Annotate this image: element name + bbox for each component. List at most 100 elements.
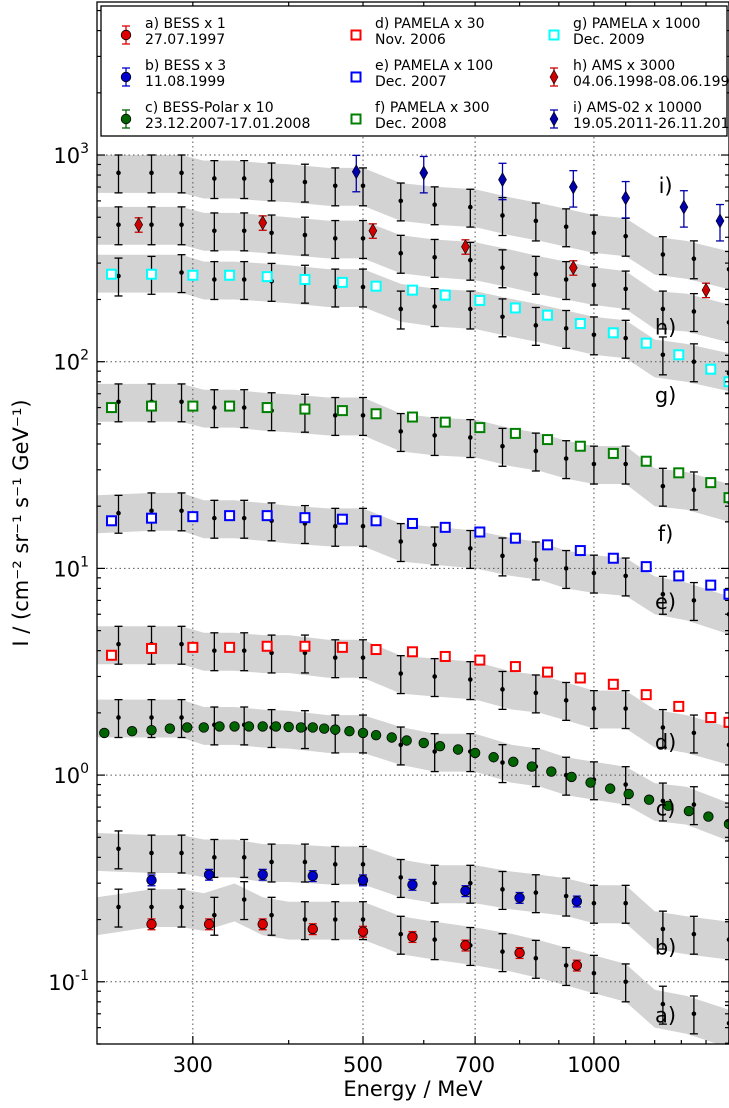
model-point: [500, 760, 505, 765]
model-point: [564, 698, 569, 703]
legend-date: Dec. 2007: [375, 74, 447, 90]
model-point: [116, 511, 121, 516]
model-point: [149, 171, 154, 176]
model-point: [303, 233, 308, 238]
model-point: [361, 236, 366, 241]
model-point: [269, 179, 274, 184]
model-point: [468, 307, 473, 312]
series-a-point: [358, 927, 368, 937]
model-point: [179, 642, 184, 647]
curve-label: i): [659, 174, 673, 198]
model-point: [623, 462, 628, 467]
model-point: [692, 932, 697, 937]
model-point: [179, 270, 184, 275]
series-c-point: [527, 762, 537, 772]
model-point: [592, 332, 597, 337]
series-g-point: [338, 278, 347, 287]
model-point: [361, 285, 366, 290]
series-g-point: [576, 319, 585, 328]
model-point: [269, 231, 274, 236]
model-point: [116, 171, 121, 176]
series-e-point: [408, 519, 417, 528]
y-tick-exponent: 3: [80, 141, 89, 157]
curve-label: g): [655, 383, 677, 407]
series-f-point: [338, 406, 347, 415]
series-c-point: [624, 789, 634, 799]
model-point: [212, 277, 217, 282]
series-f-point: [300, 405, 309, 414]
series-a-point: [258, 919, 268, 929]
legend-date: 11.08.1999: [145, 74, 225, 90]
series-e-point: [188, 512, 197, 521]
series-f-point: [225, 402, 234, 411]
series-c-point: [470, 748, 480, 758]
series-g-point: [543, 311, 552, 320]
legend-marker-f: [352, 115, 361, 124]
series-f-point: [263, 403, 272, 412]
series-d-point: [609, 680, 618, 689]
series-g-point: [706, 365, 715, 374]
model-point: [623, 979, 628, 984]
model-point: [432, 202, 437, 207]
series-c-point: [387, 733, 397, 743]
model-point: [333, 285, 338, 290]
series-e-point: [263, 511, 272, 520]
model-point: [500, 687, 505, 692]
series-d-point: [147, 644, 156, 653]
legend-marker-d: [352, 31, 361, 40]
model-point: [500, 314, 505, 319]
series-g-point: [674, 350, 683, 359]
legend-marker-g: [550, 31, 559, 40]
model-point: [661, 353, 666, 358]
legend-date: Dec. 2008: [375, 116, 447, 132]
model-point: [333, 183, 338, 188]
series-c-point: [330, 725, 340, 735]
legend-date: 23.12.2007-17.01.2008: [145, 116, 310, 132]
legend-marker-b: [121, 72, 131, 82]
series-f-point: [576, 442, 585, 451]
legend-date: Nov. 2006: [375, 32, 446, 48]
model-point: [692, 802, 697, 807]
model-point: [116, 642, 121, 647]
series-e-point: [511, 534, 520, 543]
model-point: [242, 897, 247, 902]
y-tick-base: 10: [53, 351, 80, 375]
series-g-point: [263, 272, 272, 281]
model-point: [500, 265, 505, 270]
series-f-point: [674, 468, 683, 477]
model-point: [623, 574, 628, 579]
model-point: [179, 222, 184, 227]
series-e-point: [338, 515, 347, 524]
series-c-point: [182, 723, 192, 733]
series-d-point: [475, 656, 484, 665]
model-point: [398, 307, 403, 312]
legend-label: h) AMS x 3000: [573, 58, 675, 74]
series-c-point: [489, 752, 499, 762]
series-d-point: [642, 690, 651, 699]
model-point: [534, 558, 539, 563]
curve-label: d): [655, 731, 677, 755]
series-c-point: [508, 757, 518, 767]
series-c-point: [567, 772, 577, 782]
model-point: [564, 277, 569, 282]
model-point: [333, 862, 338, 867]
series-b-point: [408, 880, 418, 890]
model-point: [398, 199, 403, 204]
curve-label: a): [655, 1003, 676, 1027]
model-point: [242, 855, 247, 860]
model-point: [468, 258, 473, 263]
series-c-point: [199, 723, 209, 733]
series-f-point: [372, 409, 381, 418]
series-d-point: [300, 642, 309, 651]
series-g-point: [107, 270, 116, 279]
series-f-point: [725, 493, 729, 502]
series-g-point: [188, 271, 197, 280]
series-c-point: [215, 722, 225, 732]
series-c-point: [127, 726, 137, 736]
x-tick-label: 700: [455, 1053, 495, 1077]
series-e-point: [300, 513, 309, 522]
model-point: [692, 488, 697, 493]
model-point: [500, 887, 505, 892]
curve-label: e): [655, 590, 676, 614]
series-e-point: [543, 540, 552, 549]
